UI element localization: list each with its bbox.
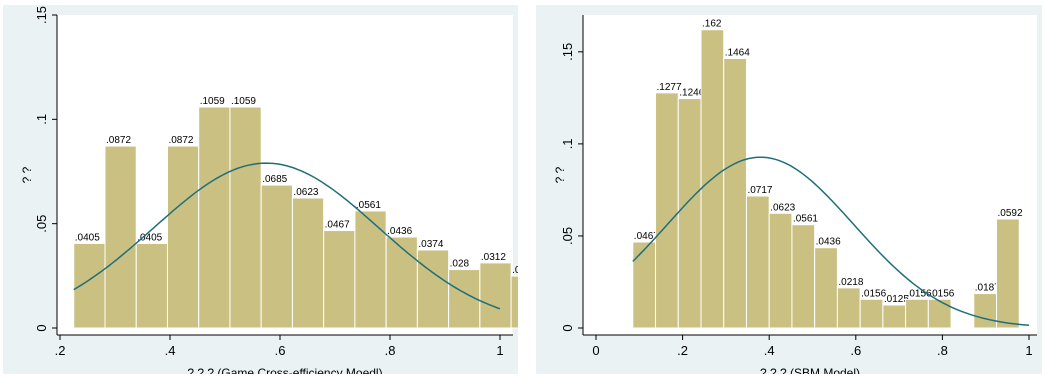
bar-value-label: .0156: [861, 288, 886, 299]
histogram-bar: [814, 247, 838, 329]
y-tick-label: 0: [560, 324, 575, 331]
bar-value-label: .0218: [838, 277, 863, 288]
x-tick-label: 0: [592, 343, 599, 358]
x-tick-label: .6: [275, 343, 286, 358]
bar-value-label: .0436: [387, 226, 412, 237]
bar-value-label: .028: [450, 259, 470, 270]
histogram-bar: [996, 218, 1020, 329]
left-histogram-chart: .0405 .0872 .0405 .0872 .1059 .1059 .0685 .0623…: [20, 6, 518, 374]
bar-value-label: .0436: [816, 237, 841, 248]
x-tick-label: .4: [764, 343, 775, 358]
bar-value-label: .1464: [725, 47, 750, 58]
histogram-bar: [73, 242, 106, 329]
bar-value-label: .0623: [293, 187, 318, 198]
bar-value-label: .0872: [168, 135, 193, 146]
bar-value-label: .0623: [770, 202, 795, 213]
bar-value-label: .1059: [200, 96, 225, 107]
x-axis-title: ? ? ? (SBM Model): [760, 366, 860, 374]
bar-value-label: .0405: [137, 232, 162, 243]
y-tick-label: .1: [560, 138, 575, 149]
y-axis-title: ? ?: [20, 166, 34, 183]
histogram-bar: [632, 241, 657, 329]
bar-value-label: .1059: [231, 96, 256, 107]
bar-value-label: .0561: [356, 200, 381, 211]
y-tick-label: .1: [34, 114, 49, 125]
y-tick-label: .15: [560, 43, 575, 61]
histogram-bar: [198, 106, 231, 329]
x-tick-label: 1: [1025, 343, 1032, 358]
histogram-bar: [791, 224, 816, 329]
bar-value-label: .162: [702, 19, 722, 30]
histogram-bar: [260, 184, 293, 329]
x-tick-label: .2: [55, 343, 66, 358]
histogram-bar: [973, 293, 998, 329]
histogram-bar: [677, 98, 702, 329]
bar-value-label: .0717: [747, 185, 772, 196]
y-axis-title: ? ?: [553, 166, 567, 183]
x-tick-label: .6: [850, 343, 861, 358]
x-tick-label: .8: [937, 343, 948, 358]
bar-value-label: .0125: [884, 294, 909, 305]
histogram-bar: [859, 298, 884, 329]
x-tick-label: .2: [677, 343, 688, 358]
y-tick-label: .05: [34, 215, 49, 233]
left-chart-panel: .0405 .0872 .0405 .0872 .1059 .1059 .0685 .0623…: [3, 5, 518, 374]
histogram-bar: [166, 145, 200, 329]
histogram-bar: [104, 145, 137, 329]
histogram-bar: [416, 249, 450, 329]
histogram-bar: [768, 212, 793, 329]
histogram-bar: [882, 304, 907, 329]
x-axis-title: ? ? ? (Game Cross-efficiency Moedl): [187, 366, 382, 374]
normal-density-curve: [632, 156, 1030, 327]
y-tick-label: 0: [34, 324, 49, 331]
histogram-bar: [479, 262, 512, 329]
normal-density-curve: [73, 162, 501, 310]
bar-value-label: .0187: [975, 283, 1000, 294]
right-histogram-chart: .0467 .1277.1246 .162 .1464 .0717 .0623.0561.…: [553, 15, 1037, 374]
bar-value-label: .0467: [325, 220, 350, 231]
bar-value-label: .0467: [634, 231, 659, 242]
bar-value-label: .0312: [481, 252, 506, 263]
y-tick-label: .05: [560, 227, 575, 245]
y-tick-label: .15: [34, 6, 49, 24]
x-tick-label: 1: [496, 343, 503, 358]
bar-value-label: .0685: [262, 174, 287, 185]
histogram-bar: [723, 57, 747, 329]
histogram-bar: [905, 298, 929, 329]
bar-value-label: .1277: [657, 82, 682, 93]
histogram-bar: [354, 210, 387, 329]
histogram-bar: [229, 106, 262, 329]
histogram-bar: [135, 242, 168, 329]
x-tick-label: .4: [165, 343, 176, 358]
bar-value-label: .1246: [679, 88, 704, 99]
histogram-bar: [385, 236, 418, 329]
bar-value-label: .0405: [75, 232, 100, 243]
histogram-bar: [291, 197, 325, 329]
histogram-bar: [927, 298, 952, 329]
histogram-bar: [510, 275, 518, 329]
bar-value-label: .0249: [512, 265, 518, 276]
bar-value-label: .0156: [929, 288, 954, 299]
bar-value-label: .0156: [907, 288, 932, 299]
x-tick-label: .8: [385, 343, 396, 358]
bar-value-label: .0872: [106, 135, 131, 146]
histogram-bar: [655, 92, 679, 329]
histogram-bar: [836, 287, 861, 329]
histogram-bar: [323, 230, 356, 329]
histogram-bar: [745, 195, 770, 329]
bar-value-label: .0592: [998, 208, 1023, 219]
bar-value-label: .0374: [418, 239, 443, 250]
bar-value-label: .0561: [793, 214, 818, 225]
right-chart-panel: .0467 .1277.1246 .162 .1464 .0717 .0623.0561.…: [536, 5, 1042, 374]
